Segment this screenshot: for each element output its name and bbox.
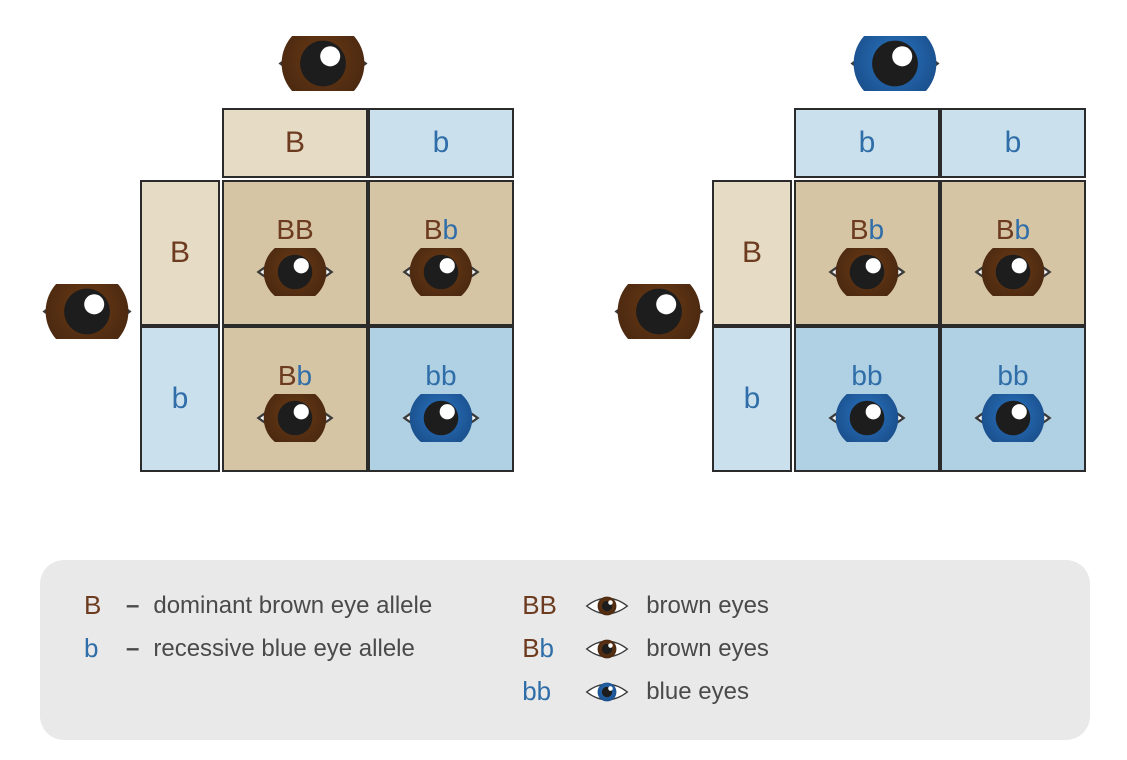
eye-icon [828,248,906,296]
eye-icon [850,36,940,91]
legend-right-row-1: Bb brown eyes [522,633,769,664]
eye-icon [828,394,906,442]
eye-icon [42,284,132,339]
offspring-cell-0: BB [222,180,368,326]
legend-right-row-0: BB brown eyes [522,590,769,621]
offspring-cell-1: Bb [940,180,1086,326]
top-allele-0: B [222,108,368,178]
left-allele-1: b [140,326,220,472]
genotype-label: BB [276,216,313,244]
parent-left-eye [614,284,704,339]
eye-icon [974,394,1052,442]
offspring-cell-3: bb [368,326,514,472]
parent-top-eye [278,36,368,91]
offspring-cell-2: Bb [222,326,368,472]
legend-right-row-2: bb blue eyes [522,676,769,707]
offspring-cell-0: Bb [794,180,940,326]
parent-left-eye [42,284,132,339]
eye-icon [974,248,1052,296]
legend-left-row-0: B – dominant brown eye allele [84,590,432,621]
parent-top-eye [850,36,940,91]
top-allele-0: b [794,108,940,178]
punnett-right: bbBb Bb Bb bb [620,16,1100,476]
eye-icon [402,394,480,442]
eye-icon [614,284,704,339]
offspring-cell-3: bb [940,326,1086,472]
genotype-label: Bb [850,216,884,244]
top-allele-1: b [368,108,514,178]
offspring-cell-1: Bb [368,180,514,326]
legend-right: BB brown eyes Bb brown eyes [522,590,769,710]
genotype-label: Bb [424,216,458,244]
eye-icon [402,248,480,296]
eye-icon [585,679,629,705]
legend-left-row-1: b – recessive blue eye allele [84,633,432,664]
eye-icon [585,593,629,619]
punnett-left: BbBb BB Bb Bb [48,16,528,476]
genotype-label: bb [997,362,1028,390]
genotype-label: bb [851,362,882,390]
left-allele-0: B [712,180,792,326]
eye-icon [278,36,368,91]
left-allele-1: b [712,326,792,472]
genotype-label: Bb [996,216,1030,244]
top-allele-1: b [940,108,1086,178]
eye-icon [256,394,334,442]
genotype-label: Bb [278,362,312,390]
legend: B – dominant brown eye allele b – recess… [40,560,1090,740]
eye-icon [585,636,629,662]
left-allele-0: B [140,180,220,326]
genotype-label: bb [425,362,456,390]
offspring-cell-2: bb [794,326,940,472]
eye-icon [256,248,334,296]
legend-left: B – dominant brown eye allele b – recess… [84,590,432,710]
